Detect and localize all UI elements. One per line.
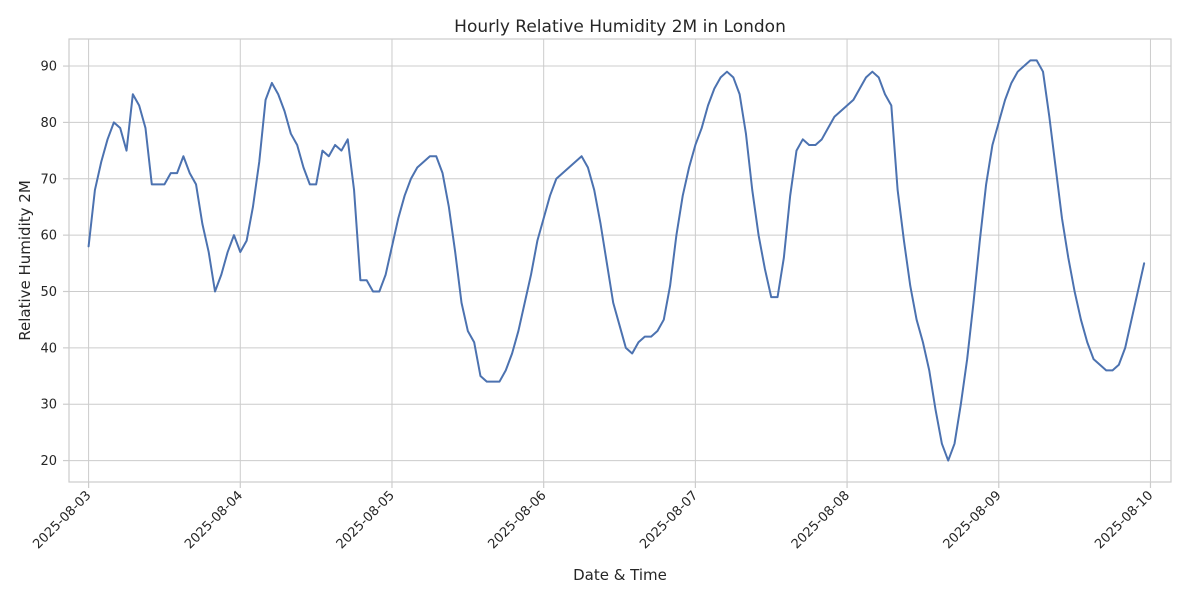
- y-tick-label: 30: [40, 398, 57, 413]
- y-gridlines: [69, 65, 1171, 462]
- x-gridlines: [88, 39, 1151, 482]
- x-tick-label: 2025-08-08: [789, 488, 853, 552]
- y-axis-label: Relative Humidity 2M: [16, 180, 34, 341]
- series-group: [87, 59, 1146, 462]
- y-tick-label: 20: [40, 454, 57, 469]
- y-tick-label: 40: [40, 341, 57, 356]
- y-tick-label: 60: [40, 229, 57, 244]
- plot-area-frame: [68, 38, 1172, 483]
- y-tick-label: 50: [40, 285, 57, 300]
- y-axis-ticks: 20 30 40 50 60 70 80 90: [40, 60, 69, 469]
- x-axis-ticks: 2025-08-03 2025-08-04 2025-08-05 2025-08-06…: [30, 482, 1156, 552]
- x-tick-label: 2025-08-10: [1092, 488, 1156, 552]
- chart-title: Hourly Relative Humidity 2M in London: [454, 17, 786, 37]
- x-tick-label: 2025-08-06: [485, 488, 549, 552]
- x-tick-label: 2025-08-05: [334, 488, 398, 552]
- x-tick-label: 2025-08-07: [637, 488, 701, 552]
- y-tick-label: 90: [40, 60, 57, 75]
- x-tick-label: 2025-08-09: [941, 488, 1005, 552]
- humidity-series-line: [87, 59, 1146, 462]
- y-tick-label: 80: [40, 116, 57, 131]
- y-tick-label: 70: [40, 172, 57, 187]
- x-tick-label: 2025-08-03: [30, 488, 94, 552]
- x-axis-label: Date & Time: [573, 566, 667, 584]
- x-tick-label: 2025-08-04: [182, 488, 246, 552]
